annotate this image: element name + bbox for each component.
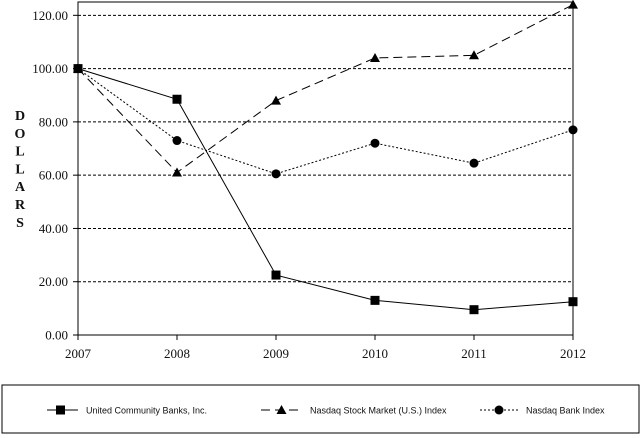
data-point-nasdaq-bank-index-2010 — [370, 138, 380, 148]
legend-label-nasdaq-bank-index: Nasdaq Bank Index — [526, 406, 605, 416]
series-line-nasdaq-stock-market-u-s-index — [77, 4, 574, 174]
data-point-nasdaq-bank-index-2008 — [172, 136, 182, 146]
x-tick-label-3: 2010 — [362, 346, 388, 361]
series-line-nasdaq-bank-index — [77, 68, 574, 175]
x-tick-label-2: 2009 — [263, 346, 289, 361]
y-tick-label-3: 60.00 — [39, 168, 68, 183]
legend-box — [1, 384, 640, 434]
y-axis-ticks: 0.00 20.00 40.00 60.00 80.00 100.00 120.00 — [32, 8, 78, 343]
data-point-nasdaq-stock-market-u-s-index-2010 — [370, 52, 380, 62]
series-nasdaq-stock-market-u-s-index — [73, 0, 578, 177]
legend-marker-united-community-banks-inc — [56, 405, 65, 415]
data-point-nasdaq-bank-index-2012 — [568, 125, 578, 135]
data-point-nasdaq-bank-index-2011 — [469, 158, 479, 168]
legend-item-nasdaq-stock-market-u-s-index: Nasdaq Stock Market (U.S.) Index — [261, 405, 447, 416]
data-point-nasdaq-bank-index-2009 — [271, 169, 281, 179]
y-tick-label-4: 80.00 — [39, 114, 68, 129]
y-tick-label-0: 0.00 — [45, 328, 68, 343]
y-tick-label-6: 120.00 — [32, 8, 68, 23]
data-point-united-community-banks-inc-2010 — [370, 295, 380, 305]
data-point-united-community-banks-inc-2009 — [271, 270, 281, 280]
y-axis-label-char-1: O — [15, 127, 26, 142]
data-point-nasdaq-stock-market-u-s-index-2012 — [568, 0, 578, 9]
legend-item-united-community-banks-inc: United Community Banks, Inc. — [47, 405, 207, 416]
x-tick-label-5: 2012 — [560, 346, 586, 361]
y-tick-label-1: 20.00 — [39, 274, 68, 289]
data-point-nasdaq-bank-index-2007 — [73, 64, 83, 74]
data-point-united-community-banks-inc-2008 — [172, 94, 182, 104]
x-tick-label-4: 2011 — [461, 346, 487, 361]
data-point-united-community-banks-inc-2012 — [568, 297, 578, 307]
data-point-united-community-banks-inc-2011 — [469, 305, 479, 315]
axes — [77, 1, 574, 336]
legend: United Community Banks, Inc. Nasdaq Stock… — [1, 384, 640, 434]
data-point-nasdaq-stock-market-u-s-index-2009 — [271, 95, 281, 105]
data-point-nasdaq-stock-market-u-s-index-2011 — [469, 50, 479, 60]
plot-area-frame — [77, 1, 574, 336]
x-tick-label-0: 2007 — [65, 346, 92, 361]
y-axis-label-char-2: L — [15, 145, 24, 160]
x-axis-ticks: 2007 2008 2009 2010 2011 2012 — [65, 335, 586, 361]
series-united-community-banks-inc — [73, 64, 578, 315]
legend-marker-nasdaq-stock-market-u-s-index — [276, 405, 287, 414]
y-tick-label-2: 40.00 — [39, 221, 68, 236]
series-lines — [73, 0, 578, 315]
grid — [78, 14, 573, 283]
legend-label-nasdaq-stock-market-u-s-index: Nasdaq Stock Market (U.S.) Index — [310, 406, 447, 416]
y-axis-label-char-5: R — [15, 198, 26, 213]
series-line-united-community-banks-inc — [77, 68, 574, 311]
data-point-nasdaq-stock-market-u-s-index-2008 — [172, 167, 182, 177]
x-tick-label-1: 2008 — [164, 346, 190, 361]
legend-item-nasdaq-bank-index: Nasdaq Bank Index — [480, 405, 605, 416]
legend-label-united-community-banks-inc: United Community Banks, Inc. — [86, 406, 207, 416]
y-tick-label-5: 100.00 — [32, 61, 68, 76]
y-axis-label-char-6: S — [16, 216, 24, 231]
y-axis-label-char-4: A — [15, 180, 26, 195]
y-axis-label-char-3: L — [15, 162, 24, 177]
legend-marker-nasdaq-bank-index — [494, 405, 504, 415]
series-nasdaq-bank-index — [73, 64, 578, 179]
y-axis-label-char-0: D — [15, 109, 25, 124]
